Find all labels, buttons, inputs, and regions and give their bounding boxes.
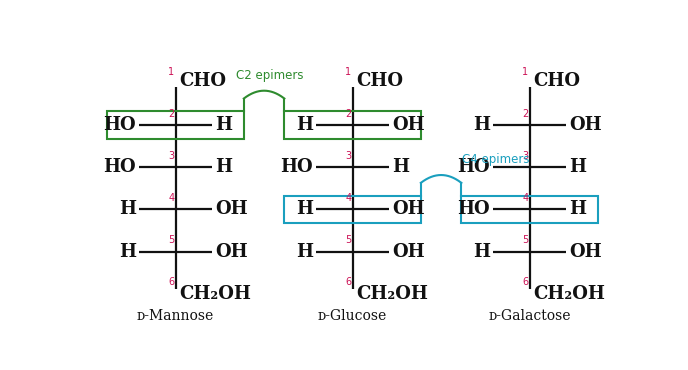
Text: H: H: [473, 242, 490, 260]
Text: 3: 3: [522, 151, 528, 161]
Text: CHO: CHO: [533, 73, 580, 90]
Text: 6: 6: [522, 278, 528, 287]
Text: ᴅ-Mannose: ᴅ-Mannose: [137, 309, 214, 323]
Text: H: H: [392, 158, 409, 176]
Text: HO: HO: [458, 158, 490, 176]
Text: 6: 6: [345, 278, 352, 287]
Bar: [284, 196, 421, 223]
Text: OH: OH: [569, 242, 602, 260]
Text: HO: HO: [458, 201, 490, 218]
Bar: [107, 111, 244, 139]
Text: CH₂OH: CH₂OH: [533, 285, 605, 303]
Text: 2: 2: [522, 109, 528, 119]
Text: OH: OH: [392, 242, 424, 260]
Text: H: H: [569, 158, 586, 176]
Text: H: H: [119, 201, 136, 218]
Text: 3: 3: [345, 151, 352, 161]
Text: H: H: [296, 201, 313, 218]
Text: H: H: [296, 116, 313, 134]
Text: OH: OH: [392, 116, 424, 134]
Text: OH: OH: [392, 201, 424, 218]
Text: CHO: CHO: [356, 73, 402, 90]
Text: H: H: [473, 116, 490, 134]
Text: CH₂OH: CH₂OH: [356, 285, 428, 303]
Text: ᴅ-Glucose: ᴅ-Glucose: [318, 309, 387, 323]
Text: CHO: CHO: [179, 73, 226, 90]
Text: HO: HO: [281, 158, 313, 176]
Text: 1: 1: [345, 67, 352, 77]
Bar: [284, 111, 421, 139]
Text: 3: 3: [169, 151, 175, 161]
Text: C4 epimers: C4 epimers: [462, 153, 530, 166]
Text: 1: 1: [169, 67, 175, 77]
Text: 4: 4: [345, 193, 352, 203]
Text: H: H: [215, 158, 232, 176]
Text: H: H: [215, 116, 232, 134]
Text: H: H: [296, 242, 313, 260]
Text: H: H: [569, 201, 586, 218]
Text: 6: 6: [169, 278, 175, 287]
Text: 5: 5: [169, 235, 175, 245]
Text: HO: HO: [103, 158, 136, 176]
Text: 2: 2: [345, 109, 352, 119]
Text: OH: OH: [215, 201, 248, 218]
Text: OH: OH: [569, 116, 602, 134]
Text: 5: 5: [522, 235, 528, 245]
Text: C2 epimers: C2 epimers: [236, 69, 303, 82]
Text: CH₂OH: CH₂OH: [179, 285, 250, 303]
Text: 5: 5: [345, 235, 352, 245]
Text: H: H: [119, 242, 136, 260]
Text: 1: 1: [522, 67, 528, 77]
Text: 4: 4: [522, 193, 528, 203]
Text: ᴅ-Galactose: ᴅ-Galactose: [488, 309, 571, 323]
Text: HO: HO: [103, 116, 136, 134]
Text: 2: 2: [169, 109, 175, 119]
Text: OH: OH: [215, 242, 248, 260]
Bar: [462, 196, 598, 223]
Text: 4: 4: [169, 193, 175, 203]
